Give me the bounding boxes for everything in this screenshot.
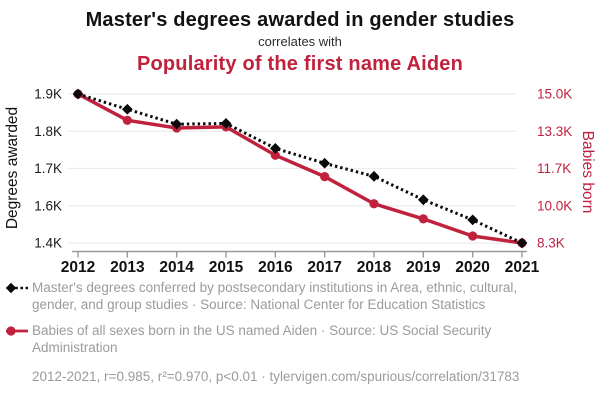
degrees-point: [319, 157, 331, 169]
degrees-point: [269, 142, 281, 154]
right-tick-label: 15.0K: [537, 87, 572, 102]
degrees-line: [77, 92, 523, 245]
right-tick-label: 10.0K: [537, 198, 572, 213]
x-tick-label: 2017: [307, 259, 341, 276]
x-tick-label: 2021: [505, 259, 540, 276]
footer-stats: 2012-2021, r=0.985, r²=0.970, p<0.01 · t…: [32, 369, 520, 384]
babies-point: [270, 150, 280, 160]
legend-item-degrees: Master's degrees conferred by postsecond…: [4, 279, 596, 313]
x-tick-label: 2015: [209, 259, 244, 276]
circle-solid-line-icon: [6, 326, 28, 336]
left-tick-label: 1.7K: [34, 161, 62, 176]
x-tick-label: 2018: [357, 259, 392, 276]
degrees-point: [121, 103, 133, 115]
right-tick-label: 11.7K: [537, 161, 571, 176]
legend-item-babies: Babies of all sexes born in the US named…: [4, 322, 596, 356]
babies-point: [418, 214, 428, 224]
left-tick-label: 1.4K: [34, 236, 62, 251]
degrees-point: [72, 88, 84, 100]
left-tick-label: 1.9K: [34, 87, 62, 102]
x-tick-label: 2014: [159, 259, 194, 276]
left-axis-title: Degrees awarded: [4, 107, 21, 229]
legend-label-degrees: Master's degrees conferred by postsecond…: [32, 280, 518, 312]
x-tick-label: 2020: [455, 259, 489, 276]
x-tick-label: 2012: [61, 259, 95, 276]
x-tick-label: 2013: [110, 259, 145, 276]
plot-area: 2012 2013 2014 2015 2016 2017 2018 2019 2020 2021…: [4, 87, 596, 277]
babies-point: [320, 172, 330, 182]
degrees-point: [516, 237, 528, 249]
right-axis-title: Babies born: [579, 131, 596, 214]
babies-point: [468, 231, 478, 241]
legend-label-babies: Babies of all sexes born in the US named…: [32, 323, 492, 355]
degrees-point: [417, 194, 429, 206]
left-tick-label: 1.8K: [34, 124, 62, 139]
chart-header: Master's degrees awarded in gender studi…: [0, 0, 600, 76]
x-tick-label: 2019: [406, 259, 441, 276]
correlates-with-text: correlates with: [258, 34, 342, 49]
chart-legend: Master's degrees conferred by postsecond…: [4, 279, 596, 385]
right-tick-label: 8.3K: [537, 236, 565, 251]
degrees-point: [171, 118, 183, 130]
right-tick-label: 13.3K: [537, 124, 572, 139]
diamond-dashed-line-icon: [5, 282, 28, 294]
babies-line: [77, 92, 523, 245]
babies-point: [369, 199, 379, 209]
left-tick-label: 1.6K: [34, 198, 62, 213]
chart-subtitle: Popularity of the first name Aiden: [136, 53, 464, 75]
x-tick-label: 2016: [258, 259, 293, 276]
degrees-point: [467, 214, 479, 226]
chart-title: Master's degrees awarded in gender studi…: [85, 9, 515, 31]
degrees-point: [368, 170, 380, 182]
degrees-point: [220, 118, 232, 129]
babies-point: [122, 115, 132, 125]
